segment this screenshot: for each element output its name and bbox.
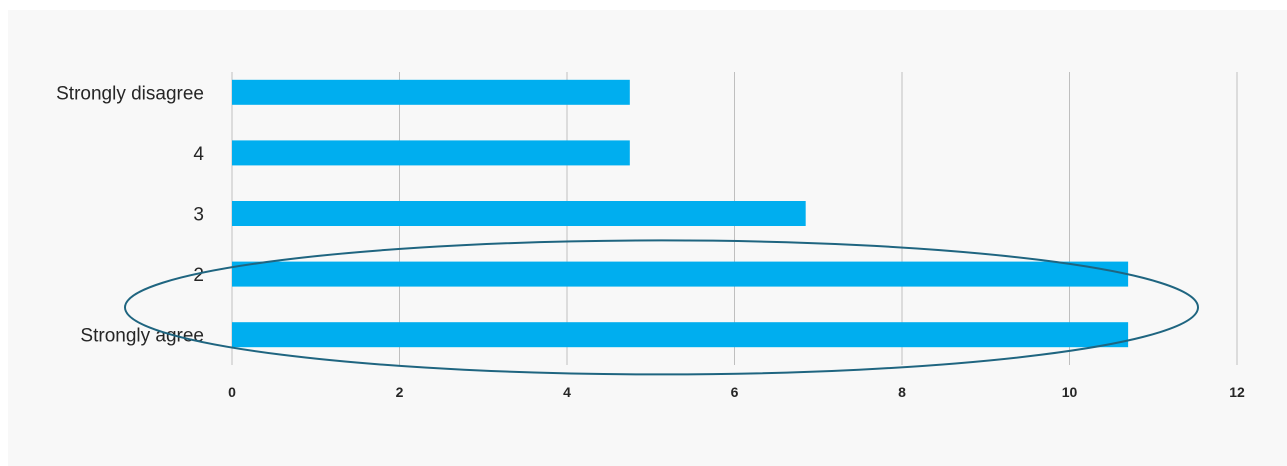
bar-4 (232, 322, 1129, 348)
category-label-1: 4 (193, 144, 204, 165)
category-labels: Strongly disagree 4 3 2 Strongly agree (56, 83, 204, 346)
highlight-ellipse (124, 239, 1199, 376)
x-tick-labels: 0 2 4 6 8 10 12 (228, 384, 1245, 400)
x-tick-label-10: 10 (1062, 384, 1078, 400)
annotations (124, 239, 1199, 376)
x-tick-label-8: 8 (898, 384, 906, 400)
x-tick-label-12: 12 (1229, 384, 1245, 400)
category-label-3: 2 (193, 265, 204, 286)
bar-3 (232, 261, 1129, 287)
category-label-2: 3 (193, 205, 204, 226)
x-tick-label-6: 6 (731, 384, 739, 400)
bar-1 (232, 140, 630, 166)
bars (232, 79, 1129, 348)
bar-2 (232, 201, 806, 226)
category-label-4: Strongly agree (80, 326, 204, 347)
x-tick-label-4: 4 (563, 384, 571, 400)
x-tick-label-2: 2 (396, 384, 404, 400)
chart-area: Strongly disagree 4 3 2 Strongly agree 0 2 4 6 8… (8, 10, 1287, 466)
x-tick-label-0: 0 (228, 384, 236, 400)
bar-chart: Strongly disagree 4 3 2 Strongly agree 0 2 4 6 8… (56, 72, 1245, 400)
category-label-0: Strongly disagree (56, 83, 204, 104)
bar-0 (232, 79, 630, 105)
